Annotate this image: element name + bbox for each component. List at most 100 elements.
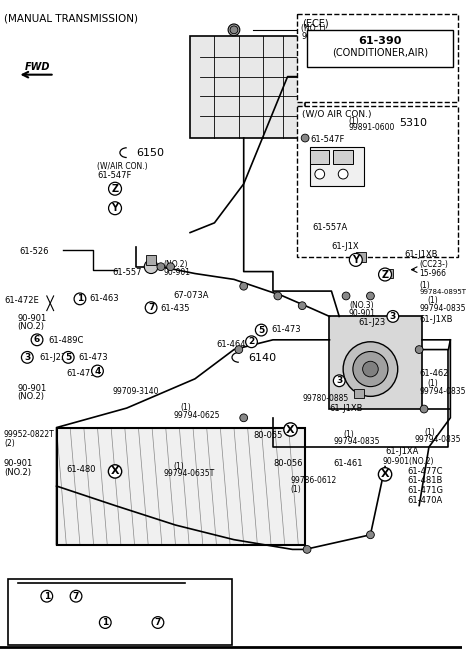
Bar <box>333 150 353 165</box>
Text: 99794-0625: 99794-0625 <box>173 411 220 420</box>
Text: 61-473: 61-473 <box>78 354 108 362</box>
Text: 6140: 6140 <box>248 354 277 364</box>
Circle shape <box>303 545 311 553</box>
Text: 61-390: 61-390 <box>358 36 402 46</box>
Text: 61-526: 61-526 <box>19 247 49 256</box>
Text: 5310: 5310 <box>400 118 428 128</box>
Circle shape <box>240 282 247 290</box>
Text: 90-901: 90-901 <box>301 32 328 41</box>
Circle shape <box>338 169 348 179</box>
Text: 99780-0885: 99780-0885 <box>302 394 348 404</box>
Text: 61-472E: 61-472E <box>5 296 40 305</box>
Text: 99794-0635T: 99794-0635T <box>164 470 215 478</box>
Bar <box>354 388 364 398</box>
Circle shape <box>366 292 374 300</box>
Text: 99794-0835: 99794-0835 <box>419 304 465 313</box>
Text: 61-470A: 61-470A <box>408 496 443 505</box>
Text: Y: Y <box>352 255 359 265</box>
Text: 3: 3 <box>336 376 342 385</box>
Text: 5: 5 <box>258 326 264 334</box>
Circle shape <box>235 346 243 354</box>
Circle shape <box>343 342 398 396</box>
Text: 90-901: 90-901 <box>18 384 47 393</box>
Circle shape <box>301 134 309 142</box>
Text: 99784-0895T: 99784-0895T <box>419 289 466 295</box>
Text: (1): (1) <box>180 403 191 412</box>
Text: 90-901: 90-901 <box>164 268 191 276</box>
Circle shape <box>363 361 378 377</box>
Text: (ECE): (ECE) <box>302 18 329 28</box>
Text: 99794-0835: 99794-0835 <box>419 387 465 396</box>
Bar <box>190 36 305 138</box>
Text: X: X <box>286 424 295 434</box>
Text: Z: Z <box>382 270 389 280</box>
Text: 61-480: 61-480 <box>66 465 96 474</box>
Circle shape <box>420 405 428 413</box>
Circle shape <box>315 169 325 179</box>
Text: (1): (1) <box>348 117 359 126</box>
Text: (NO.2): (NO.2) <box>4 468 31 477</box>
Text: (W/AIR CON.): (W/AIR CON.) <box>98 163 148 171</box>
Text: 3: 3 <box>390 312 396 321</box>
Text: 61-463: 61-463 <box>90 294 119 303</box>
Text: 2: 2 <box>248 337 255 346</box>
Circle shape <box>415 346 423 354</box>
Bar <box>383 268 393 278</box>
Text: (1): (1) <box>173 462 184 471</box>
Text: 61-J1XA: 61-J1XA <box>385 447 419 456</box>
Bar <box>310 150 329 165</box>
Text: 5: 5 <box>65 353 72 362</box>
Circle shape <box>298 302 306 310</box>
Text: 7: 7 <box>73 591 79 601</box>
Text: 6150: 6150 <box>137 148 164 158</box>
Bar <box>56 428 305 545</box>
Text: 61-462: 61-462 <box>419 369 449 378</box>
Text: 99794-0835: 99794-0835 <box>333 438 380 446</box>
Text: ⇒ 61-46X: ⇒ 61-46X <box>86 592 132 602</box>
Text: (1): (1) <box>427 296 438 305</box>
Text: Z: Z <box>111 184 118 194</box>
Circle shape <box>228 24 240 36</box>
Text: FWD: FWD <box>24 62 50 72</box>
Text: (NO 1): (NO 1) <box>301 24 326 33</box>
Text: 7: 7 <box>155 618 161 627</box>
Text: (CC23-): (CC23-) <box>419 260 448 269</box>
Text: 6: 6 <box>34 335 40 344</box>
Text: 7: 7 <box>148 303 154 312</box>
Bar <box>329 316 422 409</box>
Text: (2): (2) <box>4 440 15 448</box>
Text: THE D-CODE OF  61-46X CONSISTS OF: THE D-CODE OF 61-46X CONSISTS OF <box>18 607 179 616</box>
Text: THROUGH: THROUGH <box>115 619 161 627</box>
Text: NOTE: NOTE <box>18 581 52 591</box>
Text: 90-901: 90-901 <box>4 459 33 468</box>
Text: 67-073A: 67-073A <box>173 291 209 300</box>
Text: X: X <box>111 466 119 476</box>
Text: 61-557A: 61-557A <box>312 223 347 232</box>
Text: 3: 3 <box>24 353 30 362</box>
Text: 61-J1XB: 61-J1XB <box>419 316 453 324</box>
Text: 99794-0835: 99794-0835 <box>414 436 461 444</box>
Text: 90-901: 90-901 <box>18 314 47 322</box>
Text: FIGURE NUMBERS: FIGURE NUMBERS <box>18 619 93 627</box>
Bar <box>297 106 458 257</box>
Text: 90-901: 90-901 <box>349 308 376 318</box>
Text: (MANUAL TRANSMISSION): (MANUAL TRANSMISSION) <box>4 13 138 23</box>
Text: 61-J1XB: 61-J1XB <box>404 250 438 259</box>
Text: 1: 1 <box>102 618 109 627</box>
Text: 80-056: 80-056 <box>273 459 302 468</box>
Bar <box>56 428 305 545</box>
Circle shape <box>353 352 388 387</box>
Circle shape <box>274 292 282 300</box>
Text: 61-464: 61-464 <box>217 340 246 349</box>
Circle shape <box>230 26 238 34</box>
Text: 61-489C: 61-489C <box>49 336 84 345</box>
Text: (NO.2): (NO.2) <box>164 260 188 269</box>
Text: 61-461: 61-461 <box>333 459 363 468</box>
Bar <box>307 30 453 67</box>
Text: 99952-0822T: 99952-0822T <box>4 430 55 438</box>
Text: 99709-3140: 99709-3140 <box>112 387 159 396</box>
Text: 15-966: 15-966 <box>419 268 446 278</box>
Text: 99786-0612: 99786-0612 <box>291 476 337 486</box>
Text: ...: ... <box>56 592 65 602</box>
Text: 1: 1 <box>44 591 50 601</box>
